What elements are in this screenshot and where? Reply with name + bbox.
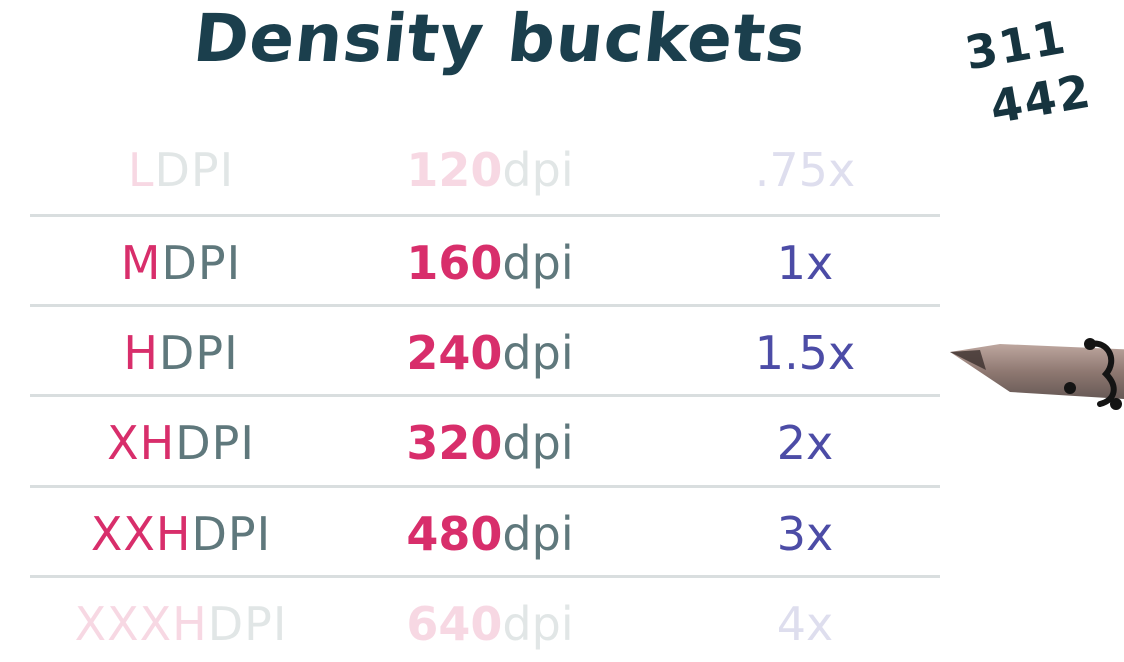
density-scale: 1.5x <box>754 326 856 380</box>
density-scale: 4x <box>776 597 834 651</box>
density-name: XXXHDPI <box>0 579 362 662</box>
dpi-value: 480 <box>406 507 503 561</box>
density-row-hdpi: HDPI 240dpi 1.5x <box>0 308 1000 398</box>
density-prefix: XXXH <box>74 597 208 651</box>
density-name: MDPI <box>0 218 362 308</box>
density-prefix: XXH <box>90 507 192 561</box>
density-name: XXHDPI <box>0 489 362 579</box>
dpi-value: 160 <box>406 236 503 290</box>
dpi-unit: dpi <box>502 326 574 380</box>
page-title: Density buckets <box>189 0 811 77</box>
density-prefix: XH <box>107 416 176 470</box>
density-suffix: DPI <box>175 416 255 470</box>
dpi-value: 320 <box>406 416 503 470</box>
row-divider <box>30 485 940 488</box>
dpi-unit: dpi <box>502 143 574 197</box>
dpi-unit: dpi <box>502 507 574 561</box>
density-row-xxhdpi: XXHDPI 480dpi 3x <box>0 489 1000 579</box>
dpi-value: 120 <box>406 143 503 197</box>
density-dpi: 240dpi <box>390 308 590 398</box>
marker-pen-icon <box>940 330 1124 420</box>
density-suffix: DPI <box>207 597 288 651</box>
density-dpi: 640dpi <box>390 579 590 662</box>
row-divider <box>30 575 940 578</box>
density-scale: 1x <box>776 236 834 290</box>
dpi-value: 640 <box>406 597 503 651</box>
density-prefix: H <box>123 326 159 380</box>
density-dpi: 320dpi <box>390 398 590 488</box>
dpi-unit: dpi <box>502 236 574 290</box>
density-suffix: DPI <box>158 326 239 380</box>
density-dpi: 480dpi <box>390 489 590 579</box>
density-prefix: M <box>120 236 162 290</box>
density-row-xxxhdpi: XXXHDPI 640dpi 4x <box>0 579 1000 662</box>
density-scale: .75x <box>754 143 856 197</box>
density-suffix: DPI <box>191 507 272 561</box>
density-dpi: 120dpi <box>390 125 590 215</box>
dpi-unit: dpi <box>502 416 574 470</box>
density-row-ldpi: LDPI 120dpi .75x <box>0 125 1000 215</box>
row-divider <box>30 304 940 307</box>
density-name: XHDPI <box>0 398 362 488</box>
density-row-xhdpi: XHDPI 320dpi 2x <box>0 398 1000 488</box>
density-row-mdpi: MDPI 160dpi 1x <box>0 218 1000 308</box>
density-scale: 2x <box>776 416 834 470</box>
row-divider <box>30 394 940 397</box>
dpi-value: 240 <box>406 326 503 380</box>
density-suffix: DPI <box>161 236 242 290</box>
row-divider <box>30 214 940 217</box>
density-prefix: L <box>127 143 155 197</box>
dpi-unit: dpi <box>502 597 574 651</box>
density-dpi: 160dpi <box>390 218 590 308</box>
density-suffix: DPI <box>154 143 235 197</box>
density-name: HDPI <box>0 308 362 398</box>
density-scale: 3x <box>776 507 834 561</box>
density-name: LDPI <box>0 125 362 215</box>
